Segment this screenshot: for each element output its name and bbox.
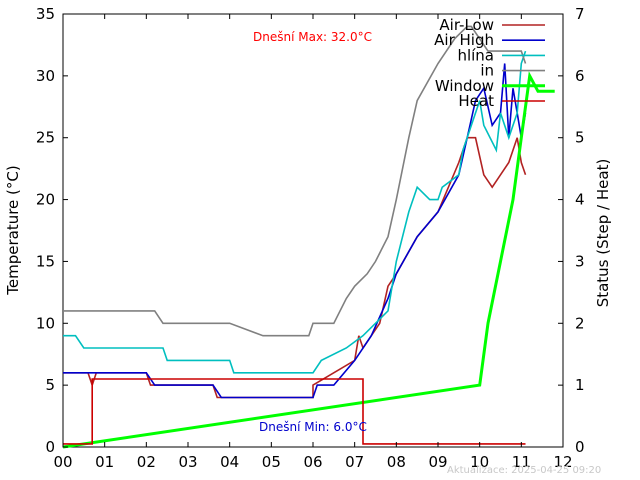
y2-tick-label: 0 <box>575 438 585 456</box>
y2-axis-label: Status (Step / Heat) <box>594 159 612 308</box>
updated-stamp: Aktualizace: 2025-04-25 09:20 <box>447 465 601 476</box>
legend-label: in <box>480 62 494 80</box>
max-annotation: Dnešní Max: 32.0°C <box>253 30 372 44</box>
x-tick-label: 04 <box>220 453 239 471</box>
y-tick-label: 15 <box>36 252 55 270</box>
x-tick-label: 09 <box>428 453 447 471</box>
x-tick-label: 07 <box>345 453 364 471</box>
series-line-5 <box>63 378 526 445</box>
x-tick-label: 01 <box>95 453 114 471</box>
legend-label: Window <box>435 77 494 95</box>
y2-tick-label: 6 <box>575 67 585 85</box>
y2-tick-label: 5 <box>575 129 585 147</box>
y-tick-label: 5 <box>45 376 55 394</box>
y2-tick-label: 7 <box>575 5 585 23</box>
legend-label: Air-Low <box>439 16 494 34</box>
y-tick-label: 30 <box>36 67 55 85</box>
y-tick-label: 10 <box>36 314 55 332</box>
y2-tick-label: 3 <box>575 252 585 270</box>
x-tick-label: 00 <box>53 453 72 471</box>
y-tick-label: 20 <box>36 191 55 209</box>
series-line-0 <box>63 136 527 399</box>
y-tick-label: 25 <box>36 129 55 147</box>
min-annotation: Dnešní Min: 6.0°C <box>259 420 367 434</box>
x-tick-label: 12 <box>553 453 572 471</box>
legend-label: Heat <box>458 92 494 110</box>
y2-tick-label: 2 <box>575 314 585 332</box>
plot-area: 00 01 02 03 04 05 06 07 08 09 10 11 1205101520253035… <box>36 5 585 471</box>
x-tick-label: 03 <box>178 453 197 471</box>
x-tick-label: 10 <box>470 453 489 471</box>
x-tick-label: 02 <box>137 453 156 471</box>
y-axis-label: Temperature (°C) <box>4 165 22 295</box>
y2-tick-label: 4 <box>575 191 585 209</box>
x-tick-label: 06 <box>303 453 322 471</box>
series-line-2 <box>63 50 527 374</box>
series-line-4 <box>62 71 555 449</box>
ticks-layer: 00 01 02 03 04 05 06 07 08 09 10 11 1205101520253035… <box>36 5 585 471</box>
legend-label: hlína <box>457 46 494 64</box>
legend-label: Air High <box>434 31 494 49</box>
y-tick-label: 35 <box>36 5 55 23</box>
x-tick-label: 05 <box>262 453 281 471</box>
y2-tick-label: 1 <box>575 376 585 394</box>
x-tick-label: 08 <box>387 453 406 471</box>
x-tick-label: 11 <box>512 453 531 471</box>
y-tick-label: 0 <box>45 438 55 456</box>
series-line-3 <box>63 25 527 337</box>
